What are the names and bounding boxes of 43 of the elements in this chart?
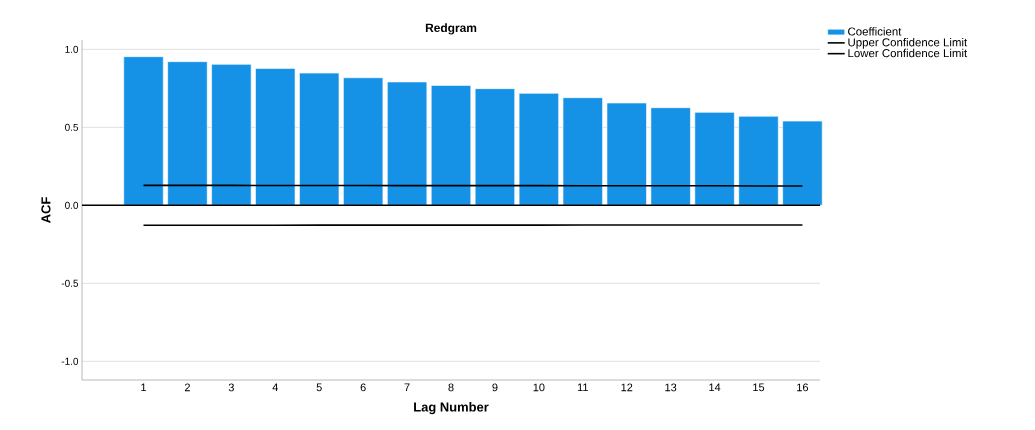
x-axis-title: Lag Number [414, 402, 489, 415]
x-tick-label: 9 [492, 383, 498, 392]
bar [299, 72, 340, 206]
x-tick-label: 1 [141, 383, 147, 392]
legend-label: Upper Confidence Limit [848, 37, 968, 49]
x-tick-label: 5 [316, 383, 322, 392]
x-tick-label: 2 [184, 383, 190, 392]
y-tick-label: 0.0 [65, 201, 79, 209]
x-tick-label: 4 [272, 383, 279, 392]
bar [387, 81, 428, 206]
x-tick-label: 3 [228, 383, 234, 392]
y-tick-label: -1.0 [61, 357, 79, 365]
bar [211, 64, 252, 206]
bar [694, 112, 735, 206]
bar [562, 97, 603, 206]
x-tick-label: 13 [665, 383, 677, 392]
bar [606, 102, 647, 206]
bar [474, 88, 516, 206]
bar [782, 120, 823, 206]
x-tick-label: 7 [404, 383, 410, 392]
x-tick-label: 14 [709, 383, 721, 392]
chart-title: Redgram [425, 23, 477, 35]
bar [430, 85, 472, 206]
bar [343, 77, 384, 206]
x-tick-label: 10 [533, 383, 545, 392]
x-tick-label: 16 [797, 383, 809, 392]
bar [123, 56, 164, 206]
bar [650, 107, 691, 206]
bar [255, 68, 296, 206]
x-tick-label: 8 [448, 383, 454, 392]
x-tick-label: 11 [577, 383, 588, 392]
legend-label: Lower Confidence Limit [848, 48, 968, 58]
x-tick-label: 6 [360, 383, 366, 392]
y-tick-label: 1.0 [65, 45, 79, 53]
y-tick-label: 0.5 [65, 123, 79, 131]
x-tick-label: 12 [621, 383, 633, 392]
x-tick-label: 15 [753, 383, 765, 392]
bar [518, 93, 559, 206]
bar [167, 61, 208, 206]
y-axis-title: ACF [41, 197, 51, 223]
y-tick-label: -0.5 [61, 279, 79, 287]
legend-label: Coefficient [848, 27, 902, 36]
bar [738, 115, 779, 206]
